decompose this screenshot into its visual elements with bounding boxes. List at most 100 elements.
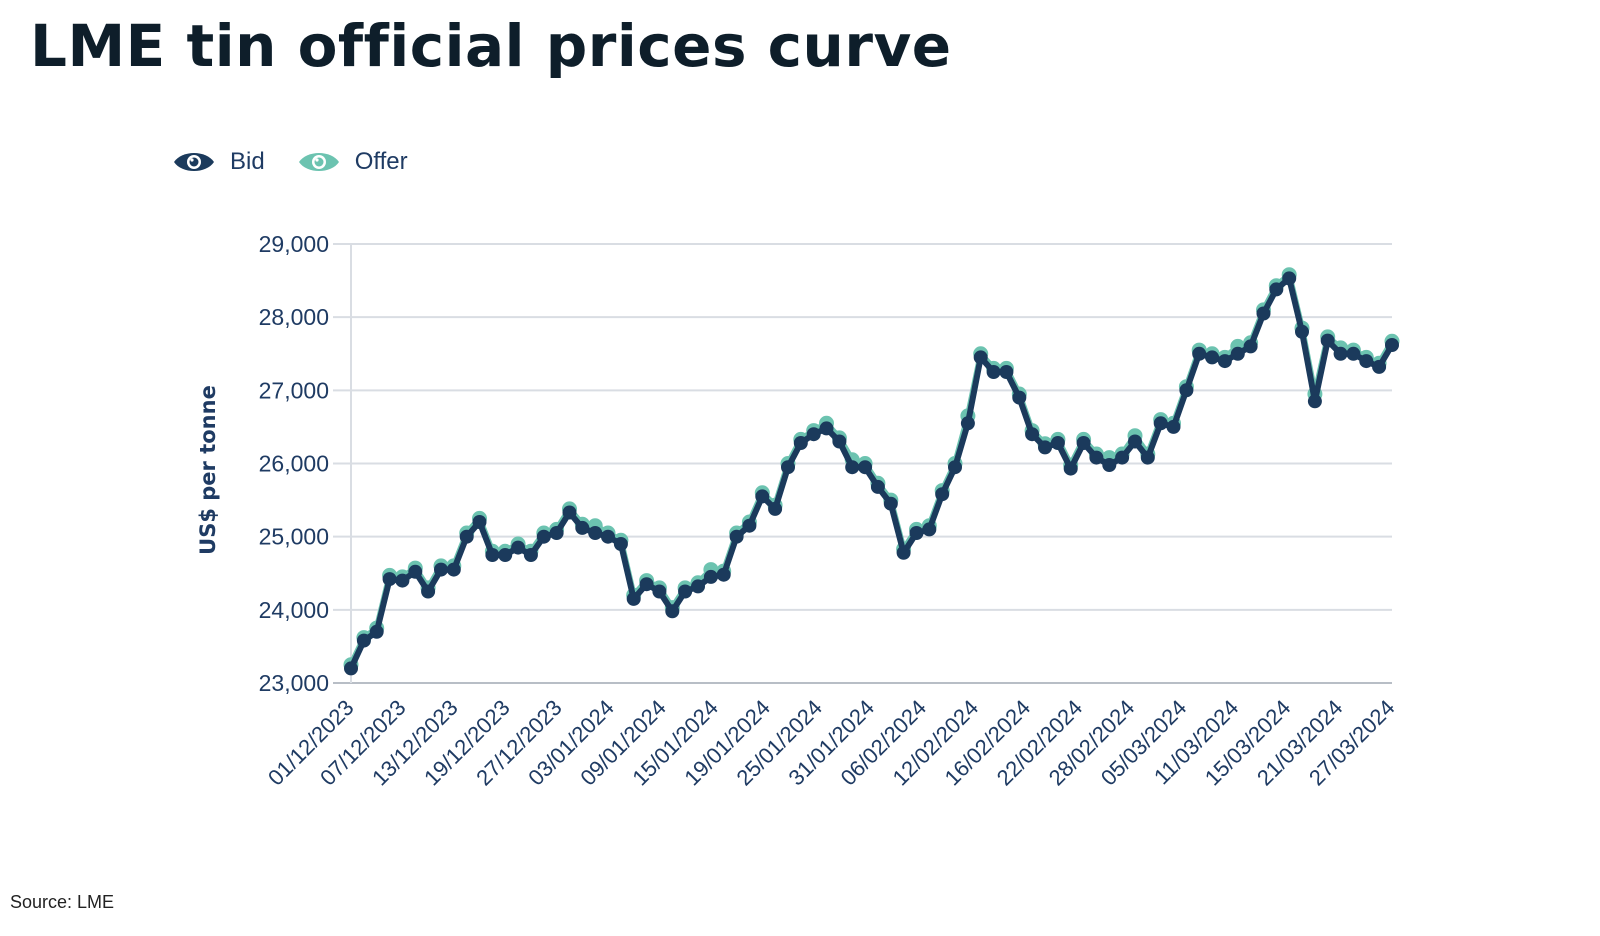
bid-point[interactable]	[485, 548, 500, 562]
bid-point[interactable]	[755, 489, 770, 504]
bid-point[interactable]	[369, 624, 384, 639]
bid-point[interactable]	[1025, 427, 1040, 442]
bid-point[interactable]	[408, 564, 423, 579]
bid-point[interactable]	[588, 526, 603, 540]
bid-point[interactable]	[626, 591, 641, 606]
bid-point[interactable]	[1063, 461, 1078, 476]
bid-point[interactable]	[1320, 333, 1335, 348]
bid-point[interactable]	[575, 520, 590, 535]
bid-point[interactable]	[1295, 324, 1309, 339]
bid-point[interactable]	[523, 548, 538, 562]
bid-point[interactable]	[909, 526, 924, 540]
bid-point[interactable]	[511, 540, 526, 555]
bid-point[interactable]	[613, 537, 628, 551]
bid-point[interactable]	[819, 421, 834, 436]
bid-point[interactable]	[562, 505, 577, 520]
bid-point[interactable]	[781, 460, 795, 475]
y-tick-label: 25,000	[259, 524, 329, 550]
bid-point[interactable]	[601, 529, 615, 544]
bid-point[interactable]	[806, 427, 821, 442]
bid-point[interactable]	[999, 365, 1014, 379]
bid-point[interactable]	[948, 460, 962, 475]
bid-point[interactable]	[922, 522, 937, 537]
bid-point[interactable]	[1050, 436, 1065, 450]
bid-point[interactable]	[896, 545, 911, 560]
bid-point[interactable]	[459, 529, 474, 544]
bid-point[interactable]	[716, 567, 731, 582]
chart-legend: Bid Offer	[172, 148, 408, 176]
bid-point[interactable]	[1102, 458, 1117, 472]
y-tick-label: 26,000	[259, 451, 329, 477]
y-tick-label: 28,000	[259, 304, 329, 330]
bid-point[interactable]	[742, 518, 757, 533]
legend-item-offer[interactable]: Offer	[297, 148, 408, 176]
bid-point[interactable]	[1333, 346, 1348, 361]
grid-lines	[333, 243, 1392, 684]
bid-point[interactable]	[1012, 390, 1027, 405]
y-tick-label: 27,000	[259, 377, 329, 403]
bid-point[interactable]	[1217, 354, 1232, 369]
bid-point[interactable]	[1385, 338, 1399, 352]
bid-point[interactable]	[1230, 346, 1245, 361]
bid-point[interactable]	[1205, 350, 1220, 365]
bid-point[interactable]	[1243, 339, 1258, 354]
bid-point[interactable]	[1269, 282, 1284, 297]
bid-point[interactable]	[549, 526, 564, 540]
page-title: LME tin official prices curve	[30, 12, 952, 80]
bid-point[interactable]	[1153, 416, 1168, 431]
bid-point[interactable]	[703, 569, 718, 584]
legend-label-bid: Bid	[230, 148, 265, 175]
y-tick-label: 24,000	[259, 597, 329, 623]
bid-point[interactable]	[1038, 440, 1052, 455]
bid-point[interactable]	[434, 562, 448, 577]
bid-point[interactable]	[1282, 271, 1297, 286]
bid-point[interactable]	[973, 350, 988, 365]
bid-point[interactable]	[960, 416, 975, 431]
bid-point[interactable]	[1115, 450, 1130, 465]
legend-label-offer: Offer	[354, 148, 408, 175]
legend-item-bid[interactable]: Bid	[172, 148, 265, 176]
bid-point[interactable]	[1076, 436, 1091, 450]
bid-point[interactable]	[652, 584, 667, 599]
bid-point[interactable]	[1372, 359, 1387, 374]
bid-point[interactable]	[768, 501, 783, 516]
bid-point[interactable]	[1128, 434, 1142, 449]
bid-point[interactable]	[1089, 450, 1104, 465]
bid-point[interactable]	[845, 460, 860, 475]
bid-point[interactable]	[382, 572, 397, 587]
bid-point[interactable]	[1192, 346, 1207, 361]
bid-point[interactable]	[472, 515, 487, 529]
bid-point[interactable]	[446, 562, 461, 577]
bid-point[interactable]	[639, 577, 654, 592]
bid-point[interactable]	[498, 548, 513, 562]
bid-point[interactable]	[1307, 394, 1322, 409]
bid-point[interactable]	[665, 604, 680, 619]
bid-point[interactable]	[1346, 346, 1361, 361]
source-note: Source: LME	[10, 892, 115, 912]
bid-point[interactable]	[356, 633, 371, 648]
bid-point[interactable]	[729, 529, 744, 544]
bid-point[interactable]	[678, 584, 693, 599]
bid-point[interactable]	[421, 584, 436, 599]
y-tick-label: 29,000	[259, 231, 329, 257]
series-layer	[343, 267, 1400, 676]
bid-point[interactable]	[883, 496, 898, 511]
bid-point[interactable]	[536, 529, 551, 544]
bid-point[interactable]	[1179, 383, 1194, 398]
bid-point[interactable]	[344, 661, 358, 676]
bid-point[interactable]	[793, 436, 808, 450]
series-bid	[344, 271, 1399, 676]
bid-point[interactable]	[1166, 419, 1181, 434]
bid-point[interactable]	[870, 479, 885, 494]
bid-point[interactable]	[1256, 306, 1271, 321]
bid-point[interactable]	[1359, 354, 1374, 369]
bid-point[interactable]	[935, 487, 950, 502]
bid-point[interactable]	[395, 573, 410, 588]
bid-point[interactable]	[858, 460, 873, 475]
bid-point[interactable]	[986, 365, 1001, 379]
y-axis: 23,000 24,000 25,000 26,000 27,000 28,000 29,0…	[259, 231, 329, 696]
bid-point[interactable]	[691, 579, 705, 594]
bid-point[interactable]	[1140, 450, 1155, 465]
bid-point[interactable]	[832, 434, 847, 449]
